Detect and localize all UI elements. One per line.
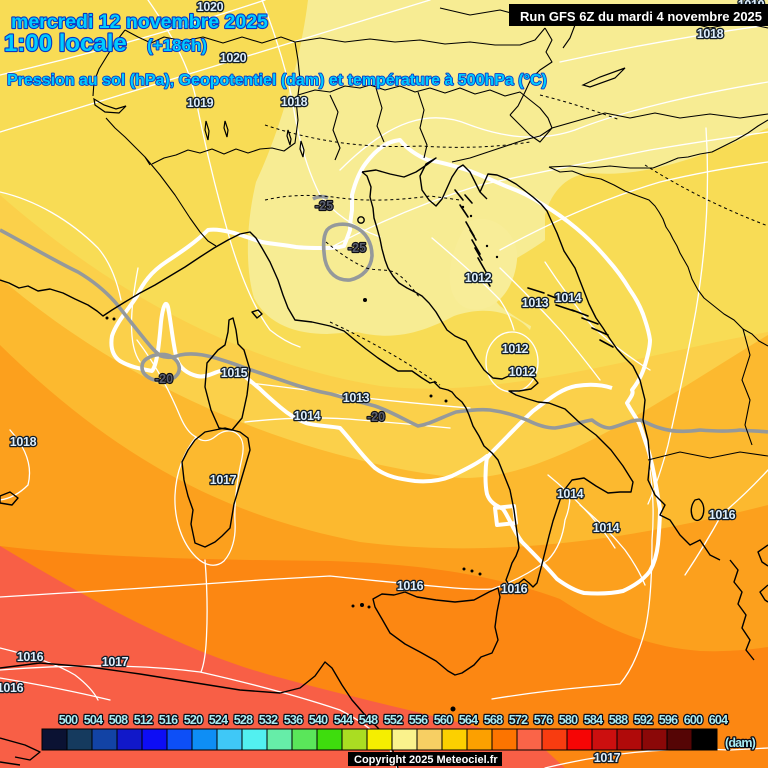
svg-text:1016: 1016 <box>397 579 424 593</box>
svg-text:1014: 1014 <box>294 409 321 423</box>
svg-text:596: 596 <box>659 713 678 727</box>
svg-text:528: 528 <box>234 713 253 727</box>
svg-text:588: 588 <box>609 713 628 727</box>
svg-text:576: 576 <box>534 713 553 727</box>
svg-text:500: 500 <box>59 713 78 727</box>
svg-text:1019: 1019 <box>187 96 214 110</box>
svg-text:564: 564 <box>459 713 478 727</box>
svg-text:556: 556 <box>409 713 428 727</box>
svg-text:1016: 1016 <box>0 681 24 695</box>
svg-text:508: 508 <box>109 713 128 727</box>
svg-text:Pression au sol (hPa), Geopote: Pression au sol (hPa), Geopotentiel (dam… <box>7 72 547 89</box>
svg-text:544: 544 <box>334 713 353 727</box>
svg-text:1017: 1017 <box>594 751 621 765</box>
svg-text:Run GFS 6Z du mardi 4 novembre: Run GFS 6Z du mardi 4 novembre 2025 <box>520 9 762 24</box>
svg-text:-25: -25 <box>315 199 333 213</box>
svg-text:1012: 1012 <box>465 271 492 285</box>
svg-text:1014: 1014 <box>593 521 620 535</box>
svg-text:1017: 1017 <box>102 655 129 669</box>
svg-text:516: 516 <box>159 713 178 727</box>
svg-text:540: 540 <box>309 713 328 727</box>
svg-text:1012: 1012 <box>509 365 536 379</box>
svg-text:1017: 1017 <box>210 473 237 487</box>
svg-text:1014: 1014 <box>555 291 582 305</box>
svg-text:548: 548 <box>359 713 378 727</box>
svg-text:1:00 locale: 1:00 locale <box>4 30 127 57</box>
svg-text:1013: 1013 <box>522 296 549 310</box>
svg-text:-25: -25 <box>348 241 366 255</box>
svg-text:536: 536 <box>284 713 303 727</box>
svg-text:1016: 1016 <box>709 508 736 522</box>
svg-text:1013: 1013 <box>343 391 370 405</box>
svg-text:520: 520 <box>184 713 203 727</box>
svg-text:604: 604 <box>709 713 728 727</box>
svg-text:572: 572 <box>509 713 528 727</box>
svg-text:580: 580 <box>559 713 578 727</box>
svg-text:mercredi 12 novembre 2025: mercredi 12 novembre 2025 <box>11 11 268 33</box>
svg-text:-20: -20 <box>367 410 385 424</box>
svg-text:504: 504 <box>84 713 103 727</box>
svg-text:(+186h): (+186h) <box>147 36 207 55</box>
svg-text:1014: 1014 <box>557 487 584 501</box>
svg-text:600: 600 <box>684 713 703 727</box>
svg-text:1020: 1020 <box>220 51 247 65</box>
svg-text:1012: 1012 <box>502 342 529 356</box>
svg-text:532: 532 <box>259 713 278 727</box>
svg-text:512: 512 <box>134 713 153 727</box>
svg-text:1018: 1018 <box>10 435 37 449</box>
svg-text:584: 584 <box>584 713 603 727</box>
svg-text:592: 592 <box>634 713 653 727</box>
svg-text:(dam): (dam) <box>725 736 756 750</box>
svg-text:-20: -20 <box>155 372 173 386</box>
svg-text:1018: 1018 <box>281 95 308 109</box>
svg-text:1018: 1018 <box>697 27 724 41</box>
svg-text:Copyright 2025 Meteociel.fr: Copyright 2025 Meteociel.fr <box>354 754 498 766</box>
svg-text:1016: 1016 <box>17 650 44 664</box>
svg-text:568: 568 <box>484 713 503 727</box>
svg-text:1016: 1016 <box>501 582 528 596</box>
svg-text:552: 552 <box>384 713 403 727</box>
svg-text:1015: 1015 <box>221 366 248 380</box>
svg-text:1020: 1020 <box>197 0 224 14</box>
svg-text:524: 524 <box>209 713 228 727</box>
svg-text:560: 560 <box>434 713 453 727</box>
